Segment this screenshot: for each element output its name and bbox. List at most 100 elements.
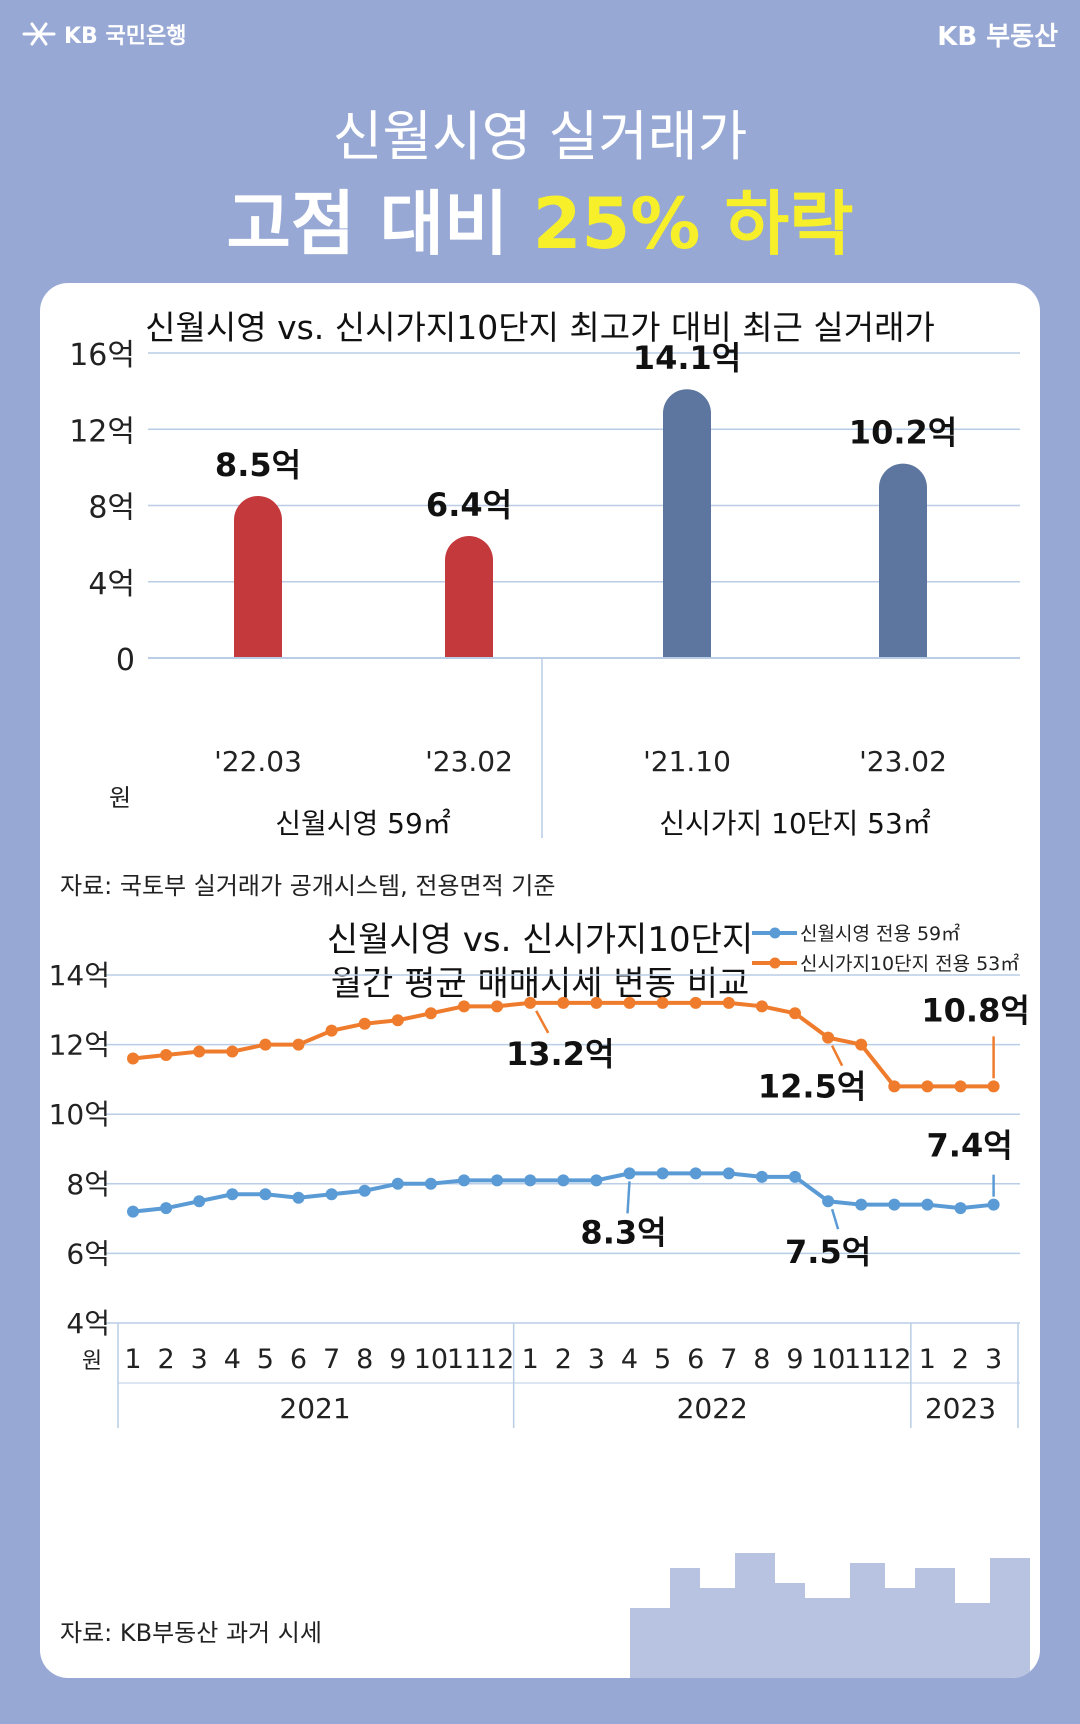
bar — [234, 495, 282, 658]
annotation-label: 12.5억 — [758, 1068, 866, 1106]
data-point — [424, 1007, 437, 1020]
data-point — [160, 1049, 173, 1062]
y-tick-label: 4억 — [88, 567, 135, 602]
month-tick-label: 9 — [389, 1344, 406, 1375]
month-tick-label: 3 — [588, 1344, 605, 1375]
data-point — [292, 1191, 305, 1204]
month-tick-label: 8 — [356, 1344, 373, 1375]
month-tick-label: 10 — [414, 1344, 448, 1375]
data-point — [921, 1198, 934, 1211]
data-point — [623, 1167, 636, 1180]
y-unit-label: 원 — [109, 784, 131, 812]
data-point — [954, 1202, 967, 1215]
annotation-leader — [626, 1181, 631, 1214]
data-point — [987, 1080, 1000, 1093]
bar-chart-source: 자료: 국토부 실거래가 공개시스템, 전용면적 기준 — [60, 872, 556, 900]
bar — [445, 536, 493, 658]
data-point — [789, 1170, 801, 1183]
data-point — [358, 1017, 371, 1030]
bar-chart-title: 신월시영 vs. 신시가지10단지 최고가 대비 최근 실거래가 — [145, 308, 935, 347]
data-point — [689, 1167, 702, 1180]
y-tick-label: 6억 — [66, 1237, 110, 1270]
month-tick-label: 6 — [687, 1344, 704, 1375]
data-point — [259, 1188, 272, 1201]
x-tick-label: '23.02 — [425, 745, 513, 778]
data-point — [888, 1080, 901, 1093]
bar — [663, 389, 711, 658]
y-tick-label: 12억 — [69, 414, 135, 449]
data-point — [458, 1174, 470, 1187]
content-card: 신월시영 vs. 신시가지10단지 최고가 대비 최근 실거래가 0 4억 8억 12… — [40, 283, 1040, 1678]
bar-value-label: 10.2억 — [849, 414, 957, 452]
line-chart-title: 신월시영 vs. 신시가지10단지 월간 평균 매매시세 변동 비교 — [40, 918, 1040, 1006]
top-bar: KB 국민은행 KB 부동산 — [0, 0, 1080, 70]
data-point — [755, 1170, 768, 1183]
data-point — [491, 1000, 504, 1013]
data-point — [789, 1007, 801, 1020]
month-tick-label: 11 — [447, 1344, 481, 1375]
annotation-label: 7.4억 — [927, 1127, 1013, 1165]
y-tick-label: 8억 — [66, 1168, 110, 1201]
data-point — [325, 1188, 338, 1201]
month-tick-label: 11 — [844, 1344, 878, 1375]
city-skyline-illustration — [630, 1553, 1030, 1678]
month-tick-label: 1 — [919, 1344, 936, 1375]
data-point — [358, 1184, 371, 1197]
x-tick-label: '22.03 — [214, 745, 302, 778]
bar-value-label: 6.4억 — [426, 486, 512, 524]
group-label: 신월시영 59㎡ — [275, 807, 451, 840]
data-point — [656, 1167, 669, 1180]
data-point — [755, 1000, 768, 1013]
headline-highlight: 25% 하락 — [532, 183, 854, 265]
month-tick-label: 2 — [952, 1344, 969, 1375]
data-point — [888, 1198, 901, 1211]
y-tick-label: 14억 — [49, 959, 110, 992]
month-tick-label: 3 — [191, 1344, 208, 1375]
annotation-label: 8.3억 — [580, 1213, 666, 1251]
legend-marker — [769, 957, 781, 969]
legend-marker — [769, 927, 781, 939]
annotation-leader — [830, 1045, 844, 1067]
data-point — [391, 1014, 404, 1027]
data-point — [127, 1205, 139, 1218]
headline-line1: 신월시영 실거래가 — [332, 105, 748, 168]
month-tick-label: 12 — [480, 1344, 514, 1375]
data-point — [557, 996, 570, 1009]
data-point — [855, 1198, 868, 1211]
x-tick-label: '21.10 — [643, 745, 731, 778]
y-tick-label: 8억 — [88, 491, 135, 526]
month-tick-label: 1 — [522, 1344, 539, 1375]
data-point — [292, 1038, 305, 1051]
right-brand-label: KB 부동산 — [937, 22, 1058, 52]
data-point — [259, 1038, 272, 1051]
month-tick-label: 5 — [654, 1344, 671, 1375]
year-label: 2022 — [677, 1392, 748, 1425]
data-point — [722, 1167, 735, 1180]
data-point — [855, 1038, 868, 1051]
month-tick-label: 1 — [124, 1344, 141, 1375]
bar-value-label: 8.5억 — [215, 446, 301, 484]
data-point — [193, 1195, 206, 1208]
data-point — [160, 1202, 173, 1215]
annotation-leader — [535, 1010, 550, 1034]
data-point — [524, 1174, 537, 1187]
data-point — [524, 996, 537, 1009]
data-point — [590, 996, 603, 1009]
data-point — [987, 1198, 1000, 1211]
left-brand-label: KB 국민은행 — [64, 24, 187, 49]
month-tick-label: 8 — [753, 1344, 770, 1375]
headline-line2: 고점 대비 25% 하락 — [0, 168, 1080, 269]
data-point — [127, 1052, 139, 1065]
data-point — [193, 1045, 206, 1058]
month-tick-label: 3 — [985, 1344, 1002, 1375]
data-point — [226, 1188, 239, 1201]
year-label: 2021 — [279, 1392, 350, 1425]
kb-star-icon — [22, 22, 56, 46]
annotation-label: 13.2억 — [506, 1035, 614, 1073]
data-point — [623, 996, 636, 1009]
month-tick-label: 6 — [290, 1344, 307, 1375]
legend-label: 신월시영 전용 59㎡ — [800, 922, 960, 945]
month-tick-label: 2 — [555, 1344, 572, 1375]
